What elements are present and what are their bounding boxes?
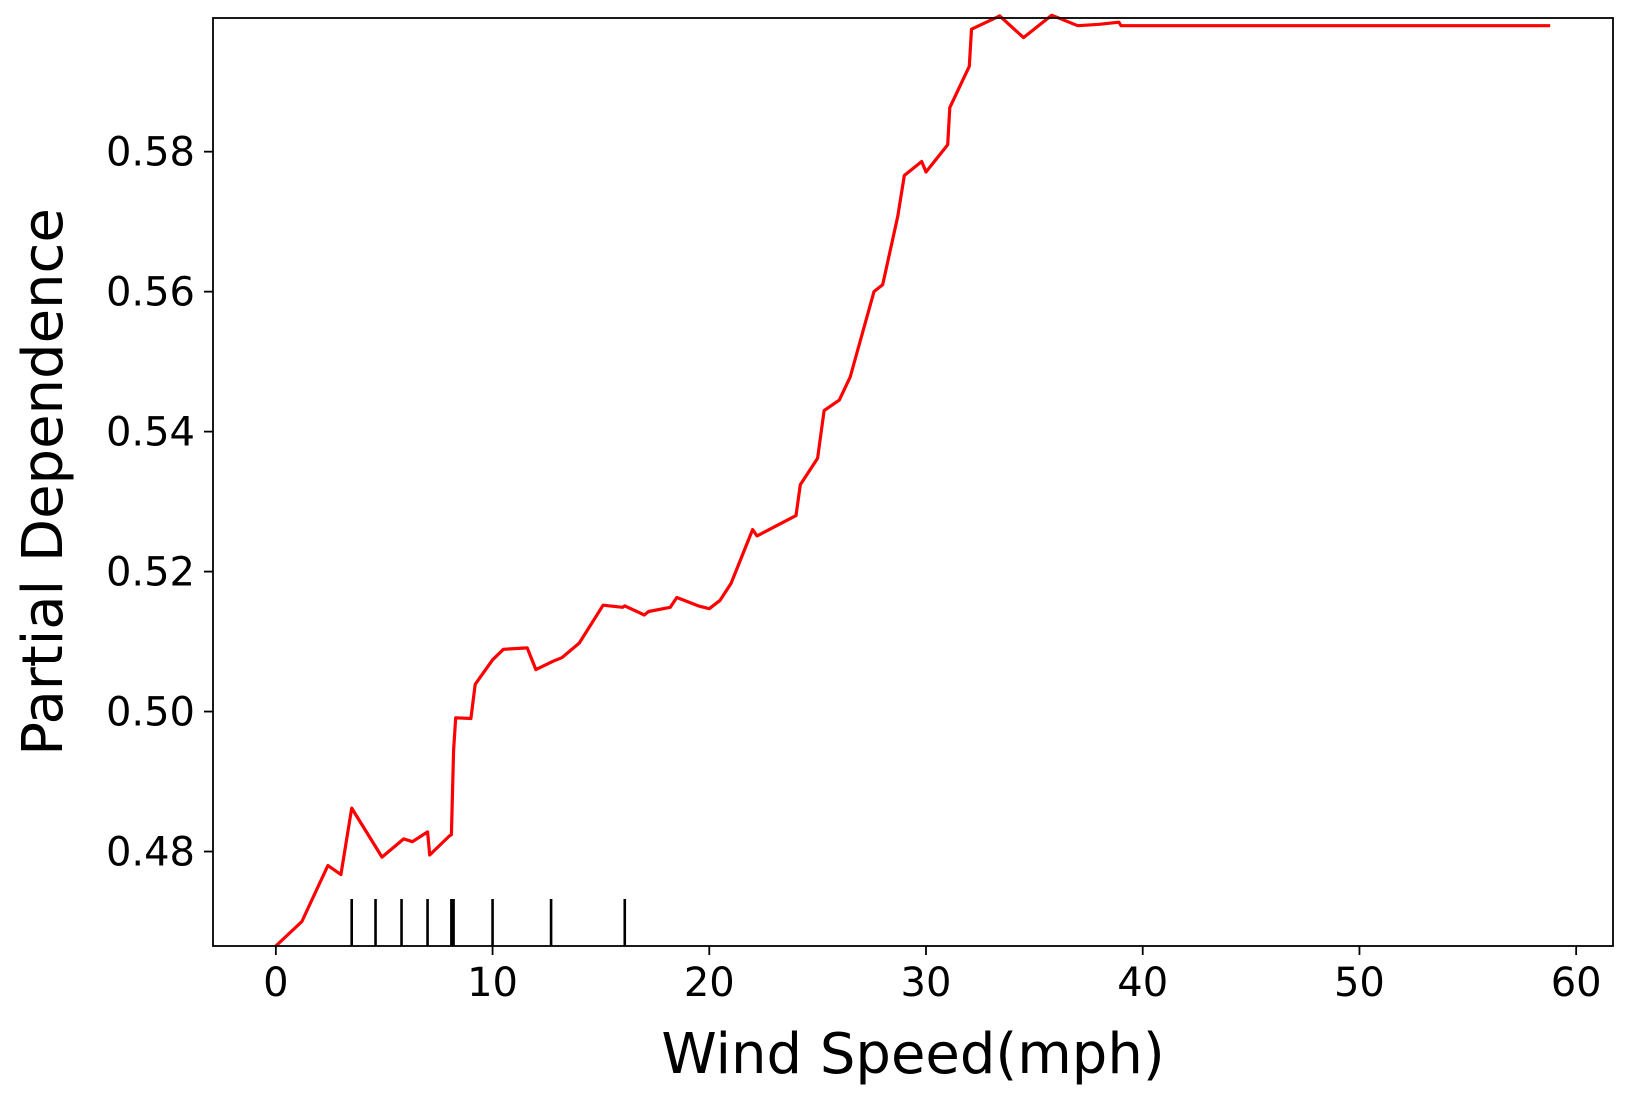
y-tick-label: 0.56 (106, 270, 195, 316)
x-axis-ticks: 0 10 20 30 40 50 60 (263, 946, 1602, 1006)
y-axis-label: Partial Dependence (11, 208, 76, 756)
series-layer (274, 13, 1551, 948)
y-axis-ticks: 0.48 0.50 0.52 0.54 0.56 0.58 (106, 130, 213, 876)
y-tick-label: 0.54 (106, 410, 195, 456)
y-tick-label: 0.58 (106, 130, 195, 176)
y-tick-label: 0.50 (106, 690, 195, 736)
x-tick-label: 40 (1117, 960, 1168, 1006)
series-line (274, 13, 1551, 948)
plot-frame (212, 17, 1614, 947)
x-tick-label: 50 (1334, 960, 1385, 1006)
x-tick-label: 20 (684, 960, 735, 1006)
y-tick-label: 0.52 (106, 550, 195, 596)
x-tick-label: 30 (901, 960, 952, 1006)
decile-rug (350, 899, 627, 946)
x-tick-label: 0 (263, 960, 288, 1006)
x-tick-label: 60 (1551, 960, 1602, 1006)
x-tick-label: 10 (467, 960, 518, 1006)
y-tick-label: 0.48 (106, 830, 195, 876)
x-axis-label: Wind Speed(mph) (661, 1022, 1164, 1087)
